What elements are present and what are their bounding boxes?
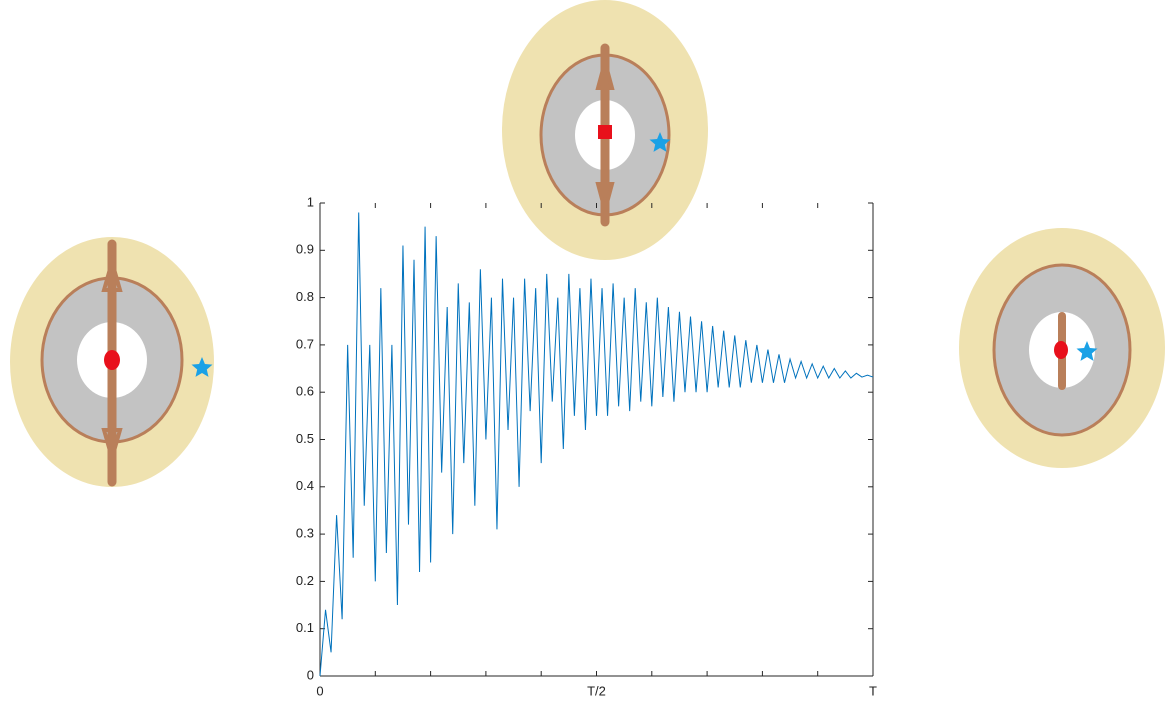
x-tick-label: 0 (316, 683, 323, 698)
y-tick-label: 0.3 (296, 526, 314, 541)
diagram-middle (502, 0, 708, 260)
y-tick-label: 0.2 (296, 573, 314, 588)
x-tick-label: T/2 (587, 683, 606, 698)
y-tick-label: 0 (307, 667, 314, 682)
diagram-left (10, 237, 214, 487)
x-tick-label: T (869, 683, 877, 698)
y-tick-label: 0.8 (296, 289, 314, 304)
y-tick-label: 1 (307, 194, 314, 209)
y-tick-label: 0.5 (296, 431, 314, 446)
y-tick-label: 0.7 (296, 336, 314, 351)
y-tick-label: 0.4 (296, 478, 314, 493)
data-line (319, 212, 874, 677)
diagram-right (959, 228, 1165, 468)
y-tick-label: 0.9 (296, 242, 314, 257)
y-tick-label: 0.6 (296, 384, 314, 399)
y-tick-label: 0.1 (296, 620, 314, 635)
